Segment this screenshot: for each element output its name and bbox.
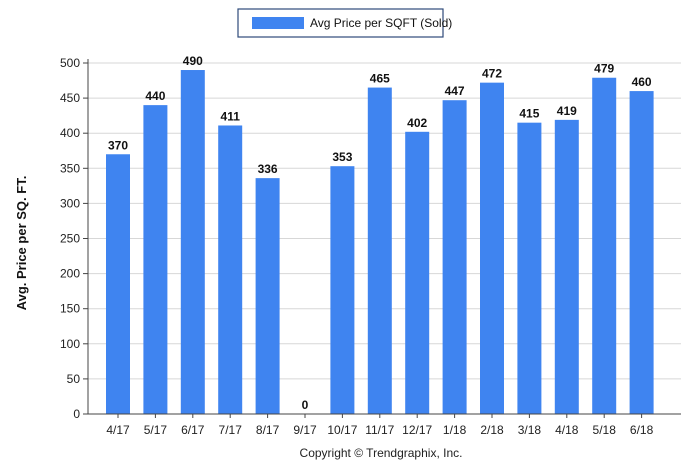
x-tick-label: 9/17 [293,423,317,437]
x-tick-label: 5/18 [593,423,617,437]
bar [592,77,617,414]
x-tick-label: 7/17 [219,423,243,437]
data-label: 402 [407,116,427,130]
bar [143,105,168,415]
copyright-footer: Copyright © Trendgraphix, Inc. [300,446,463,460]
bar [629,91,654,414]
data-label: 353 [332,150,352,164]
data-label: 411 [221,109,241,123]
data-label: 460 [632,75,652,89]
bar [367,87,392,414]
legend: Avg Price per SQFT (Sold) [237,8,452,38]
data-label: 490 [183,54,203,68]
y-tick-label: 400 [60,126,80,140]
x-tick-label: 3/18 [518,423,542,437]
data-label: 0 [302,398,309,412]
y-tick-label: 200 [60,267,80,281]
data-label: 370 [108,138,128,152]
y-tick-label: 300 [60,196,80,210]
bar [218,125,243,414]
bar [330,166,355,414]
x-tick-label: 8/17 [256,423,280,437]
x-tick-label: 6/17 [181,423,205,437]
x-tick-label: 5/17 [144,423,168,437]
y-tick-label: 150 [60,302,80,316]
data-label: 465 [370,72,390,86]
data-label: 336 [258,162,278,176]
x-tick-label: 12/17 [402,423,432,437]
data-label: 419 [557,104,577,118]
y-tick-label: 100 [60,337,80,351]
bar [442,100,467,415]
data-label: 447 [445,84,465,98]
legend-label: Avg Price per SQFT (Sold) [310,16,452,30]
x-tick-label: 11/17 [365,423,394,437]
x-tick-label: 6/18 [630,423,654,437]
y-tick-label: 450 [60,91,80,105]
bar [405,131,430,414]
x-tick-label: 2/18 [480,423,504,437]
data-label: 415 [519,107,539,121]
bar [180,70,205,415]
bar [554,119,579,414]
y-tick-label: 250 [60,232,80,246]
y-axis-title: Avg. Price per SQ. FT. [14,176,29,311]
data-label: 472 [482,67,502,81]
bar [480,82,504,414]
y-tick-label: 0 [73,407,80,421]
y-tick-label: 50 [67,372,81,386]
data-label: 440 [145,89,165,103]
y-tick-label: 500 [60,56,80,70]
x-tick-label: 1/18 [443,423,467,437]
bar [517,122,542,415]
legend-swatch [252,17,304,29]
x-tick-label: 10/17 [327,423,357,437]
x-tick-label: 4/18 [555,423,579,437]
bar [255,178,280,414]
y-axis: 0 50 100 150 200 250 300 350 400 450 500 [60,56,89,421]
x-axis: 4/17 5/17 6/17 7/17 8/17 9/17 10/17 11/17 12/17 1… [88,413,681,437]
bar [106,154,130,414]
x-tick-label: 4/17 [106,423,130,437]
y-tick-label: 350 [60,161,80,175]
data-label: 479 [594,62,614,76]
bars: 370 440 490 411 336 0 353 465 402 447 472 415 419 479… [106,54,654,415]
